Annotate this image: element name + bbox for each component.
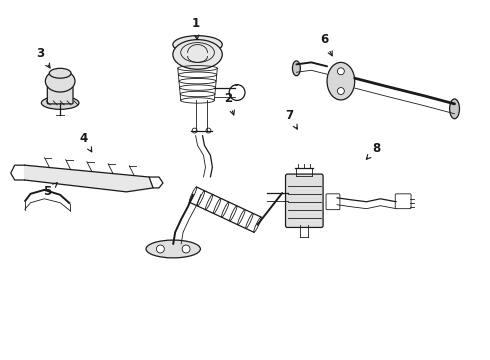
Ellipse shape xyxy=(173,36,222,54)
Text: 1: 1 xyxy=(192,17,199,40)
Ellipse shape xyxy=(182,245,190,253)
Text: 4: 4 xyxy=(80,132,92,152)
Text: 5: 5 xyxy=(43,183,57,198)
FancyBboxPatch shape xyxy=(48,86,73,104)
Text: 3: 3 xyxy=(36,47,50,68)
Circle shape xyxy=(338,87,344,95)
Polygon shape xyxy=(24,165,153,192)
Text: 7: 7 xyxy=(285,109,297,129)
Ellipse shape xyxy=(293,61,300,76)
Text: 8: 8 xyxy=(367,142,381,159)
Ellipse shape xyxy=(173,40,222,69)
Ellipse shape xyxy=(327,62,355,100)
Ellipse shape xyxy=(450,99,460,119)
Text: 2: 2 xyxy=(224,93,234,115)
Ellipse shape xyxy=(49,68,71,78)
Ellipse shape xyxy=(41,96,79,109)
Text: 6: 6 xyxy=(320,33,332,56)
Ellipse shape xyxy=(156,245,164,253)
Ellipse shape xyxy=(146,240,200,258)
Circle shape xyxy=(338,68,344,75)
Ellipse shape xyxy=(46,70,75,92)
FancyBboxPatch shape xyxy=(286,174,323,228)
